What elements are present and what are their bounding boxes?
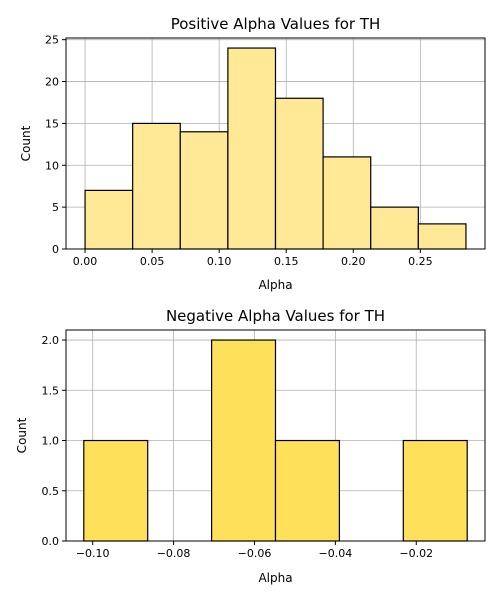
histogram-bar [370, 206, 419, 250]
y-tick-label: 10 [45, 159, 59, 172]
x-tick-label: −0.08 [157, 547, 191, 560]
x-tick-label: 0.15 [274, 255, 299, 268]
y-tick-label: 1.5 [42, 384, 60, 397]
x-tick-label: 0.20 [341, 255, 366, 268]
x-ticks: −0.10 −0.08 −0.06 −0.04 −0.02 [76, 541, 433, 560]
x-tick-label: −0.04 [318, 547, 352, 560]
x-tick-label: 0.10 [207, 255, 232, 268]
bars [83, 339, 468, 542]
plot-frame [65, 329, 486, 542]
histogram-bar [227, 47, 277, 250]
histogram-bar [210, 339, 277, 542]
x-tick-label: 0.25 [408, 255, 433, 268]
chart-negative-alpha: Negative Alpha Values for TH −0.10 −0.08−… [15, 307, 486, 585]
y-tick-label: 25 [45, 34, 59, 47]
bars [84, 47, 467, 250]
x-axis-label: Alpha [258, 278, 292, 292]
histogram-bar [179, 131, 229, 250]
histogram-bar [84, 189, 134, 250]
histogram-bar [402, 439, 468, 542]
y-axis-label: Count [15, 417, 29, 453]
plot-frame [65, 37, 486, 250]
histogram-bar [274, 439, 341, 542]
x-tick-label: −0.06 [238, 547, 272, 560]
y-tick-label: 2.0 [42, 334, 60, 347]
x-tick-label: 0.00 [73, 255, 98, 268]
y-tick-label: 0.0 [42, 535, 60, 548]
y-ticks: 0.0 0.5 1.0 1.5 2.0 [42, 334, 66, 548]
histogram-bar [417, 223, 467, 250]
histogram-bar [83, 439, 149, 542]
histogram-bar [274, 97, 324, 250]
y-tick-label: 0 [52, 243, 59, 256]
y-axis-label: Count [19, 125, 33, 161]
y-tick-label: 5 [52, 201, 59, 214]
histogram-bar [132, 122, 181, 250]
x-tick-label: −0.02 [399, 547, 433, 560]
chart-positive-alpha: Positive Alpha Values for TH 0.00 0.05 0.1… [19, 15, 486, 292]
y-tick-label: 20 [45, 76, 59, 89]
y-tick-label: 15 [45, 117, 59, 130]
x-tick-label: 0.05 [140, 255, 165, 268]
histogram-bar [322, 156, 372, 250]
x-ticks: 0.00 0.05 0.10 0.15 0.20 0.25 [73, 249, 433, 268]
x-tick-label: −0.10 [76, 547, 110, 560]
y-tick-label: 0.5 [42, 485, 60, 498]
y-tick-label: 1.0 [42, 435, 60, 448]
x-axis-label: Alpha [258, 571, 292, 585]
y-ticks: 0 5 10 15 20 25 [45, 34, 66, 256]
chart-title: Negative Alpha Values for TH [166, 307, 385, 325]
chart-title: Positive Alpha Values for TH [171, 15, 381, 33]
